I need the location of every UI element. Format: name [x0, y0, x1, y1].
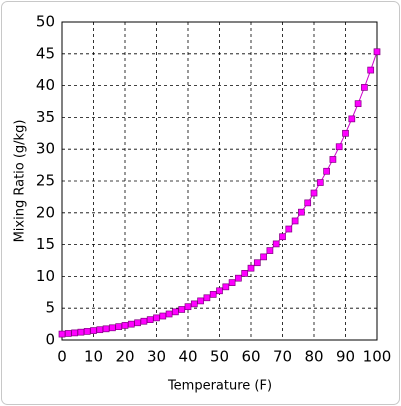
marker — [77, 328, 85, 336]
marker — [153, 314, 160, 322]
marker — [354, 100, 362, 108]
marker — [102, 325, 110, 333]
marker — [373, 48, 381, 56]
marker — [260, 253, 267, 261]
marker — [367, 66, 375, 74]
x-tick-label: 80 — [304, 348, 323, 366]
x-tick-label: 50 — [210, 348, 229, 366]
x-tick-label: 20 — [115, 348, 134, 366]
x-tick-label: 40 — [178, 348, 197, 366]
marker — [228, 279, 236, 286]
marker — [203, 294, 211, 302]
marker — [134, 319, 141, 327]
x-tick-label: 90 — [336, 348, 355, 366]
marker — [216, 287, 223, 295]
y-tick-label: 10 — [36, 267, 55, 285]
marker — [184, 303, 192, 311]
marker — [253, 259, 261, 267]
marker — [329, 156, 337, 163]
marker — [109, 324, 116, 332]
plot-border — [61, 21, 378, 341]
marker — [64, 330, 72, 337]
y-tick-label: 0 — [45, 331, 55, 349]
marker — [304, 199, 312, 207]
marker — [291, 217, 299, 225]
marker — [58, 330, 66, 338]
marker — [241, 269, 249, 277]
marker — [209, 291, 217, 298]
y-tick-label: 25 — [36, 172, 55, 190]
x-tick-label: 10 — [84, 348, 103, 366]
marker — [235, 274, 242, 282]
marker — [178, 306, 186, 313]
y-tick-label: 30 — [36, 140, 55, 158]
marker — [310, 189, 318, 197]
x-tick-label: 30 — [147, 348, 166, 366]
marker — [361, 84, 368, 91]
marker — [71, 329, 78, 337]
y-tick-label: 20 — [36, 203, 55, 221]
x-tick-label: 0 — [57, 348, 67, 366]
y-tick-label: 45 — [36, 44, 55, 62]
marker — [165, 310, 173, 318]
marker — [197, 297, 204, 305]
marker — [83, 328, 91, 335]
y-tick-label: 35 — [36, 108, 55, 126]
x-tick-label: 100 — [363, 348, 392, 366]
marker — [159, 312, 167, 320]
marker — [247, 264, 255, 272]
marker — [90, 327, 97, 334]
marker — [323, 167, 330, 175]
marker — [115, 323, 123, 330]
marker — [279, 233, 286, 241]
marker — [121, 322, 129, 329]
marker — [266, 247, 274, 254]
y-axis-label: Mixing Ratio (g/kg) — [13, 120, 28, 243]
marker — [348, 115, 356, 123]
marker — [316, 179, 324, 186]
marker — [342, 129, 349, 137]
marker — [96, 326, 104, 334]
marker — [190, 300, 198, 308]
marker — [222, 283, 230, 291]
y-tick-label: 5 — [45, 299, 55, 317]
y-tick-label: 15 — [36, 235, 55, 253]
marker — [285, 225, 293, 233]
marker — [335, 143, 343, 151]
x-tick-label: 70 — [273, 348, 292, 366]
marker — [140, 317, 148, 325]
y-tick-label: 50 — [36, 13, 55, 31]
marker — [172, 308, 179, 316]
marker — [127, 320, 135, 328]
x-tick-label: 60 — [241, 348, 260, 366]
y-tick-label: 40 — [36, 76, 55, 94]
marker — [146, 316, 154, 323]
x-axis-label: Temperature (F) — [167, 379, 272, 394]
marker — [298, 208, 305, 216]
marker — [272, 240, 280, 248]
